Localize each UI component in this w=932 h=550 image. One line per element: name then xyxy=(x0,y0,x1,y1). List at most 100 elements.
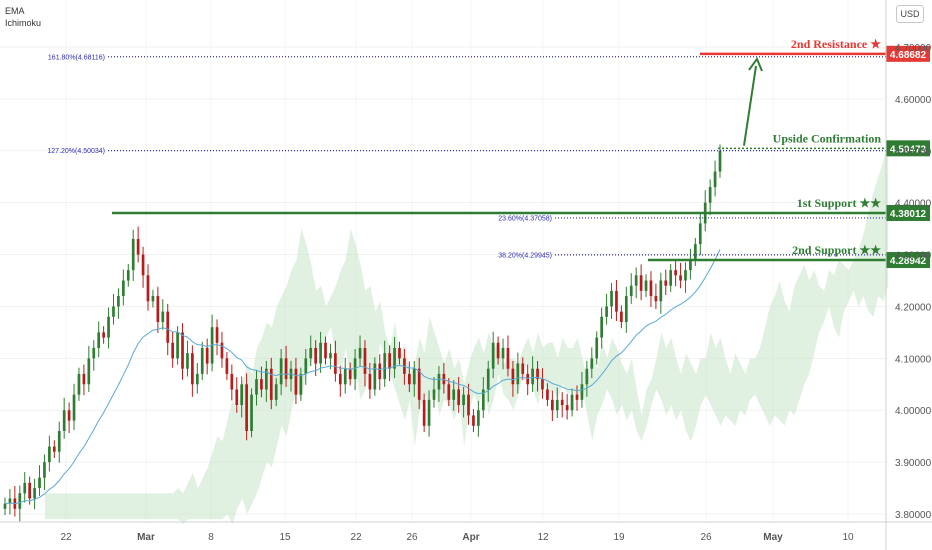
candle-body[interactable] xyxy=(373,363,377,390)
candle-body[interactable] xyxy=(521,363,525,374)
candle-body[interactable] xyxy=(48,446,51,463)
candle-body[interactable] xyxy=(334,353,337,374)
candle-body[interactable] xyxy=(235,389,239,406)
candle-body[interactable] xyxy=(309,347,313,359)
candle-body[interactable] xyxy=(580,384,584,400)
candle-body[interactable] xyxy=(18,493,22,509)
candle-body[interactable] xyxy=(131,238,135,271)
candle-body[interactable] xyxy=(250,394,253,431)
candle-body[interactable] xyxy=(82,373,86,385)
candle-body[interactable] xyxy=(506,347,510,369)
candle-body[interactable] xyxy=(550,399,554,411)
candle-body[interactable] xyxy=(245,384,248,431)
price-axis[interactable]: 4.70000 4.60000 4.50000 4.40000 4.30000 4.200… xyxy=(885,0,932,550)
candle-body[interactable] xyxy=(77,373,81,395)
ema-indicator-label[interactable]: EMA xyxy=(5,6,25,16)
candle-body[interactable] xyxy=(644,280,648,291)
candle-body[interactable] xyxy=(186,353,189,369)
candlestick-series[interactable] xyxy=(3,144,722,522)
candle-body[interactable] xyxy=(102,332,105,338)
candle-body[interactable] xyxy=(575,394,579,400)
candle-body[interactable] xyxy=(501,347,505,359)
candle-body[interactable] xyxy=(329,353,332,359)
candle-body[interactable] xyxy=(215,327,219,343)
candle-body[interactable] xyxy=(279,358,283,385)
candle-body[interactable] xyxy=(447,384,451,400)
candle-body[interactable] xyxy=(654,296,658,302)
candle-body[interactable] xyxy=(634,275,638,286)
candle-body[interactable] xyxy=(383,353,387,380)
candle-body[interactable] xyxy=(526,373,530,385)
candle-body[interactable] xyxy=(136,238,140,255)
candle-body[interactable] xyxy=(161,311,165,323)
candle-body[interactable] xyxy=(343,368,347,385)
candle-body[interactable] xyxy=(689,259,692,271)
candle-body[interactable] xyxy=(496,342,500,359)
candle-body[interactable] xyxy=(151,296,155,302)
candle-body[interactable] xyxy=(304,358,308,374)
candle-body[interactable] xyxy=(555,399,559,411)
candle-body[interactable] xyxy=(255,379,258,395)
candle-body[interactable] xyxy=(52,446,56,452)
candle-body[interactable] xyxy=(639,275,643,291)
candle-body[interactable] xyxy=(693,244,697,260)
ichimoku-indicator-label[interactable]: Ichimoku xyxy=(5,18,42,28)
candle-body[interactable] xyxy=(595,337,599,359)
candle-body[interactable] xyxy=(8,498,12,504)
candle-body[interactable] xyxy=(23,482,27,494)
candle-body[interactable] xyxy=(624,296,628,323)
candle-body[interactable] xyxy=(679,275,682,281)
candle-body[interactable] xyxy=(590,358,594,369)
time-axis[interactable]: 22 Mar 8 15 22 26 Apr 12 19 26 May 10 xyxy=(0,521,932,543)
candle-body[interactable] xyxy=(112,306,115,317)
candle-body[interactable] xyxy=(43,462,46,478)
candle-body[interactable] xyxy=(181,332,184,369)
candle-body[interactable] xyxy=(121,280,125,297)
candle-body[interactable] xyxy=(274,384,278,400)
candle-body[interactable] xyxy=(324,342,327,359)
candle-body[interactable] xyxy=(363,347,367,374)
candle-body[interactable] xyxy=(629,285,633,297)
candle-body[interactable] xyxy=(220,342,224,359)
candle-body[interactable] xyxy=(605,306,608,317)
candle-body[interactable] xyxy=(467,394,470,416)
candle-body[interactable] xyxy=(713,171,717,188)
candle-body[interactable] xyxy=(669,270,673,286)
candle-body[interactable] xyxy=(427,399,431,426)
candle-body[interactable] xyxy=(191,353,194,385)
candle-body[interactable] xyxy=(314,347,318,364)
candle-body[interactable] xyxy=(195,373,199,385)
candle-body[interactable] xyxy=(230,373,234,390)
candle-body[interactable] xyxy=(600,316,604,338)
candle-body[interactable] xyxy=(260,379,263,390)
candle-body[interactable] xyxy=(358,347,362,359)
candle-body[interactable] xyxy=(718,150,722,172)
candle-body[interactable] xyxy=(319,342,322,364)
candle-body[interactable] xyxy=(698,223,702,245)
candle-body[interactable] xyxy=(393,347,396,369)
candle-body[interactable] xyxy=(536,368,539,380)
candle-body[interactable] xyxy=(240,384,244,406)
candle-body[interactable] xyxy=(684,270,687,281)
candle-body[interactable] xyxy=(615,290,618,312)
candle-body[interactable] xyxy=(417,368,421,400)
candle-body[interactable] xyxy=(368,373,372,390)
currency-badge[interactable]: USD xyxy=(896,5,924,23)
candle-body[interactable] xyxy=(92,347,96,359)
candle-body[interactable] xyxy=(541,379,544,390)
candle-body[interactable] xyxy=(472,415,475,426)
candle-body[interactable] xyxy=(560,399,564,406)
candle-body[interactable] xyxy=(565,405,569,411)
candle-body[interactable] xyxy=(412,368,416,385)
candle-body[interactable] xyxy=(486,368,490,390)
candle-body[interactable] xyxy=(97,332,101,348)
candle-body[interactable] xyxy=(72,394,76,421)
candle-body[interactable] xyxy=(141,254,145,276)
candle-body[interactable] xyxy=(546,389,549,400)
candle-body[interactable] xyxy=(664,280,668,286)
candle-body[interactable] xyxy=(422,399,426,426)
candle-body[interactable] xyxy=(87,358,91,385)
candle-body[interactable] xyxy=(531,368,534,385)
candle-body[interactable] xyxy=(117,296,120,307)
candle-body[interactable] xyxy=(57,430,61,452)
